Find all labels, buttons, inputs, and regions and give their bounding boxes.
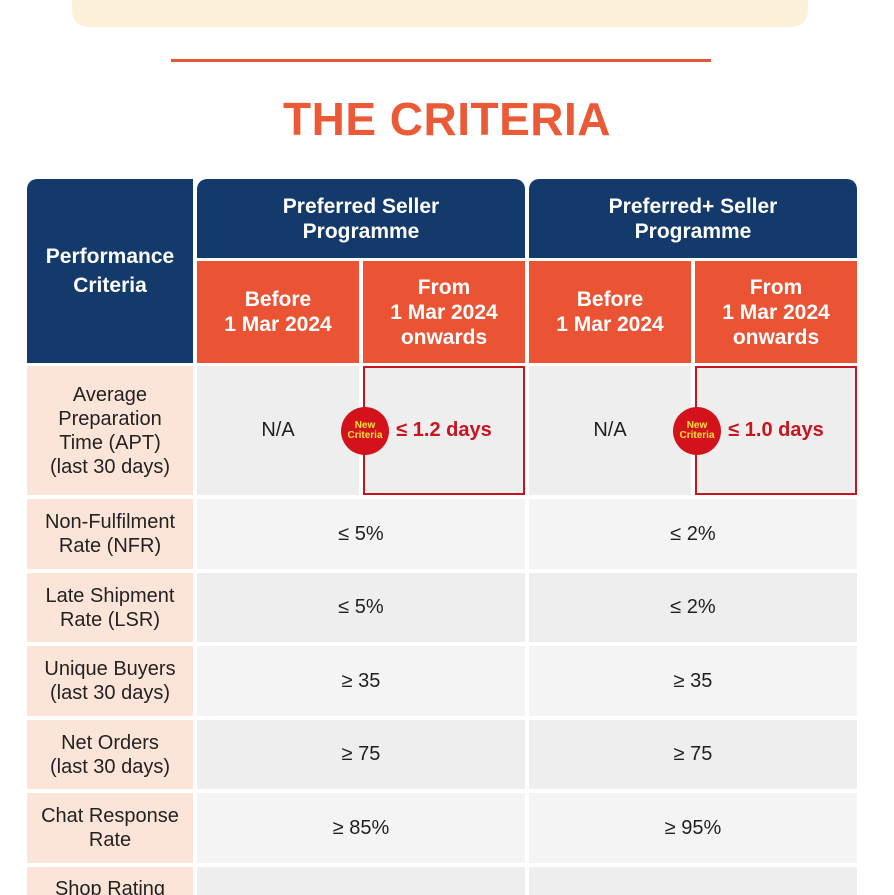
- shop-rating-preferred: [197, 867, 525, 895]
- header-preferred-before: Before 1 Mar 2024: [197, 261, 359, 363]
- new-criteria-badge: New Criteria: [341, 407, 389, 455]
- chat-response-plus: ≥ 95%: [529, 793, 857, 863]
- row-label-nfr: Non-Fulfilment Rate (NFR): [27, 499, 193, 569]
- row-label-net-orders: Net Orders (last 30 days): [27, 720, 193, 789]
- top-banner: [72, 0, 808, 27]
- header-plus-before: Before 1 Mar 2024: [529, 261, 691, 363]
- shop-rating-plus: [529, 867, 857, 895]
- lsr-plus: ≤ 2%: [529, 573, 857, 642]
- row-label-apt: Average Preparation Time (APT) (last 30 …: [27, 366, 193, 495]
- header-plus-from: From 1 Mar 2024 onwards: [695, 261, 857, 363]
- page-title: THE CRITERIA: [283, 93, 611, 145]
- lsr-preferred: ≤ 5%: [197, 573, 525, 642]
- unique-buyers-preferred: ≥ 35: [197, 646, 525, 716]
- header-preferred-from: From 1 Mar 2024 onwards: [363, 261, 525, 363]
- net-orders-plus: ≥ 75: [529, 720, 857, 789]
- nfr-plus: ≤ 2%: [529, 499, 857, 569]
- header-performance-criteria: Performance Criteria: [27, 179, 193, 363]
- apt-preferred-before: N/A: [197, 366, 359, 495]
- row-label-shop-rating: Shop Rating: [27, 867, 193, 895]
- row-label-unique-buyers: Unique Buyers (last 30 days): [27, 646, 193, 716]
- nfr-preferred: ≤ 5%: [197, 499, 525, 569]
- row-label-chat-response: Chat Response Rate: [27, 793, 193, 863]
- chat-response-preferred: ≥ 85%: [197, 793, 525, 863]
- unique-buyers-plus: ≥ 35: [529, 646, 857, 716]
- header-preferred-seller: Preferred Seller Programme: [197, 179, 525, 258]
- apt-plus-before: N/A: [529, 366, 691, 495]
- row-label-lsr: Late Shipment Rate (LSR): [27, 573, 193, 642]
- title-divider: [171, 59, 711, 62]
- net-orders-preferred: ≥ 75: [197, 720, 525, 789]
- header-preferred-plus-seller: Preferred+ Seller Programme: [529, 179, 857, 258]
- new-criteria-badge: New Criteria: [673, 407, 721, 455]
